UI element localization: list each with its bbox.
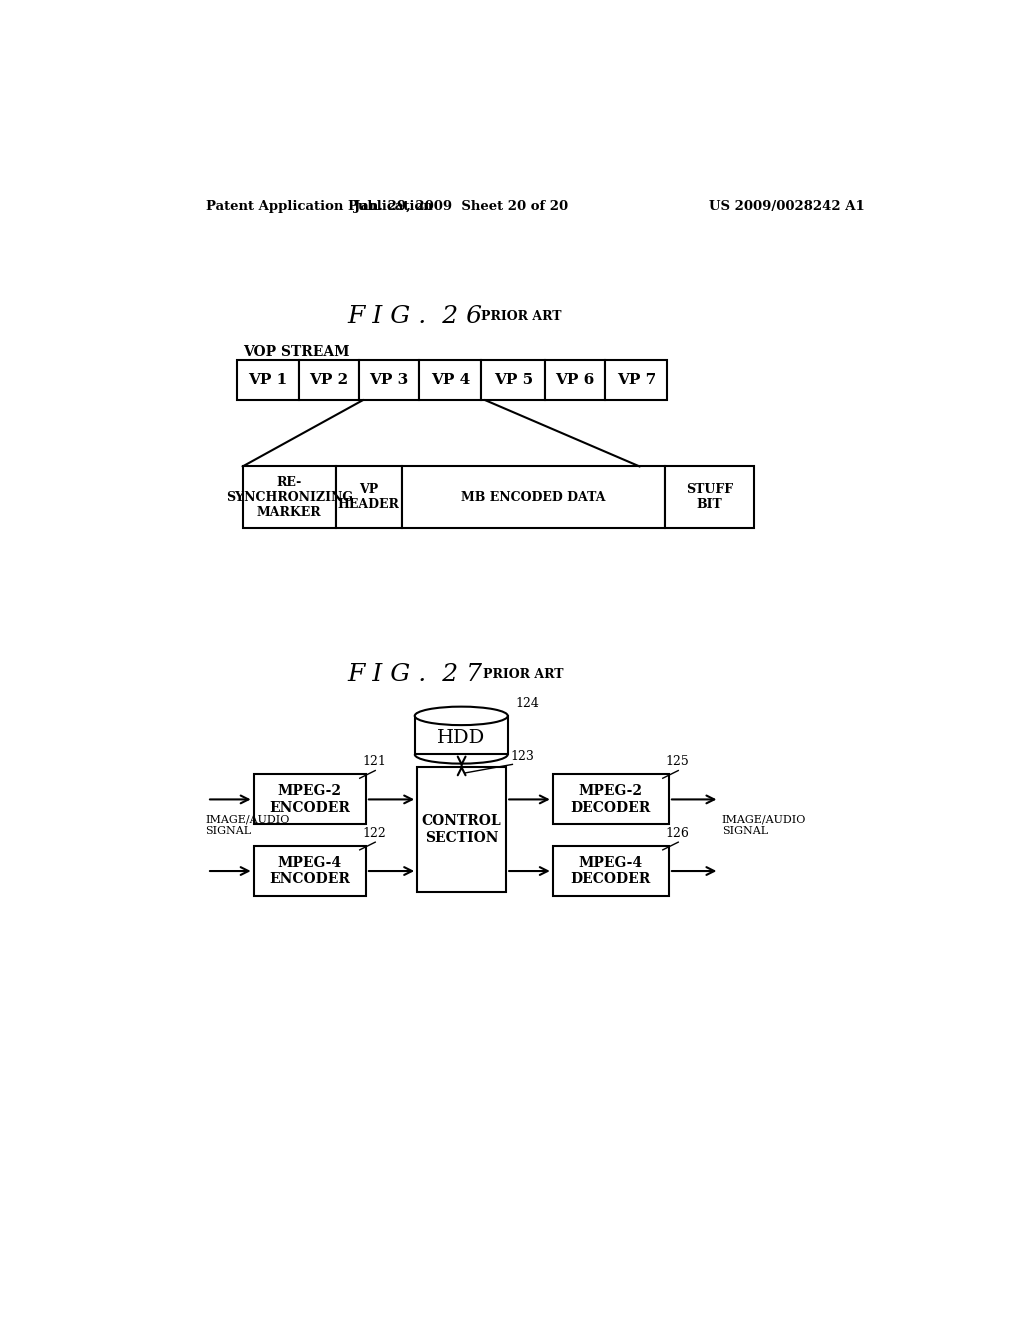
Bar bbox=[243, 466, 336, 528]
Text: PRIOR ART: PRIOR ART bbox=[483, 668, 563, 681]
Bar bbox=[665, 466, 755, 528]
Bar bbox=[254, 775, 366, 825]
Text: F I G .  2 7: F I G . 2 7 bbox=[347, 663, 482, 686]
Text: 124: 124 bbox=[515, 697, 540, 710]
Bar bbox=[545, 360, 605, 400]
Text: 121: 121 bbox=[362, 755, 386, 768]
Ellipse shape bbox=[415, 706, 508, 725]
Bar bbox=[237, 360, 299, 400]
Text: VP 1: VP 1 bbox=[248, 374, 287, 387]
Text: VP 6: VP 6 bbox=[556, 374, 595, 387]
Text: 125: 125 bbox=[665, 755, 689, 768]
Bar bbox=[605, 360, 668, 400]
Text: IMAGE/AUDIO
SIGNAL: IMAGE/AUDIO SIGNAL bbox=[206, 814, 290, 837]
Text: HDD: HDD bbox=[437, 729, 485, 747]
Text: STUFF
BIT: STUFF BIT bbox=[686, 483, 733, 511]
Bar bbox=[481, 360, 545, 400]
Bar bbox=[254, 846, 366, 896]
Bar bbox=[336, 466, 401, 528]
Text: VP 7: VP 7 bbox=[616, 374, 656, 387]
Text: Jan. 29, 2009  Sheet 20 of 20: Jan. 29, 2009 Sheet 20 of 20 bbox=[354, 199, 568, 213]
Bar bbox=[553, 846, 669, 896]
Text: VP 5: VP 5 bbox=[494, 374, 532, 387]
Text: 122: 122 bbox=[362, 826, 386, 840]
Bar bbox=[415, 715, 508, 755]
Text: VP 3: VP 3 bbox=[370, 374, 409, 387]
Text: MB ENCODED DATA: MB ENCODED DATA bbox=[461, 491, 605, 504]
Text: 126: 126 bbox=[665, 826, 689, 840]
Text: CONTROL
SECTION: CONTROL SECTION bbox=[422, 814, 502, 845]
Text: 123: 123 bbox=[510, 750, 534, 763]
Text: VP 2: VP 2 bbox=[309, 374, 348, 387]
Text: MPEG-4
DECODER: MPEG-4 DECODER bbox=[570, 855, 651, 886]
Text: VP 4: VP 4 bbox=[431, 374, 470, 387]
Bar bbox=[401, 466, 665, 528]
Text: PRIOR ART: PRIOR ART bbox=[480, 310, 561, 323]
Text: VP
HEADER: VP HEADER bbox=[338, 483, 399, 511]
Text: MPEG-4
ENCODER: MPEG-4 ENCODER bbox=[269, 855, 350, 886]
Text: Patent Application Publication: Patent Application Publication bbox=[206, 199, 432, 213]
Text: RE-
SYNCHRONIZING
MARKER: RE- SYNCHRONIZING MARKER bbox=[225, 475, 352, 519]
Bar bbox=[553, 775, 669, 825]
Text: VOP STREAM: VOP STREAM bbox=[243, 346, 349, 359]
Text: IMAGE/AUDIO
SIGNAL: IMAGE/AUDIO SIGNAL bbox=[722, 814, 806, 837]
Bar bbox=[359, 360, 420, 400]
Text: US 2009/0028242 A1: US 2009/0028242 A1 bbox=[710, 199, 865, 213]
Bar bbox=[299, 360, 359, 400]
Bar bbox=[420, 360, 481, 400]
Bar bbox=[417, 767, 506, 892]
Text: MPEG-2
DECODER: MPEG-2 DECODER bbox=[570, 784, 651, 814]
Text: MPEG-2
ENCODER: MPEG-2 ENCODER bbox=[269, 784, 350, 814]
Text: F I G .  2 6: F I G . 2 6 bbox=[347, 305, 482, 327]
